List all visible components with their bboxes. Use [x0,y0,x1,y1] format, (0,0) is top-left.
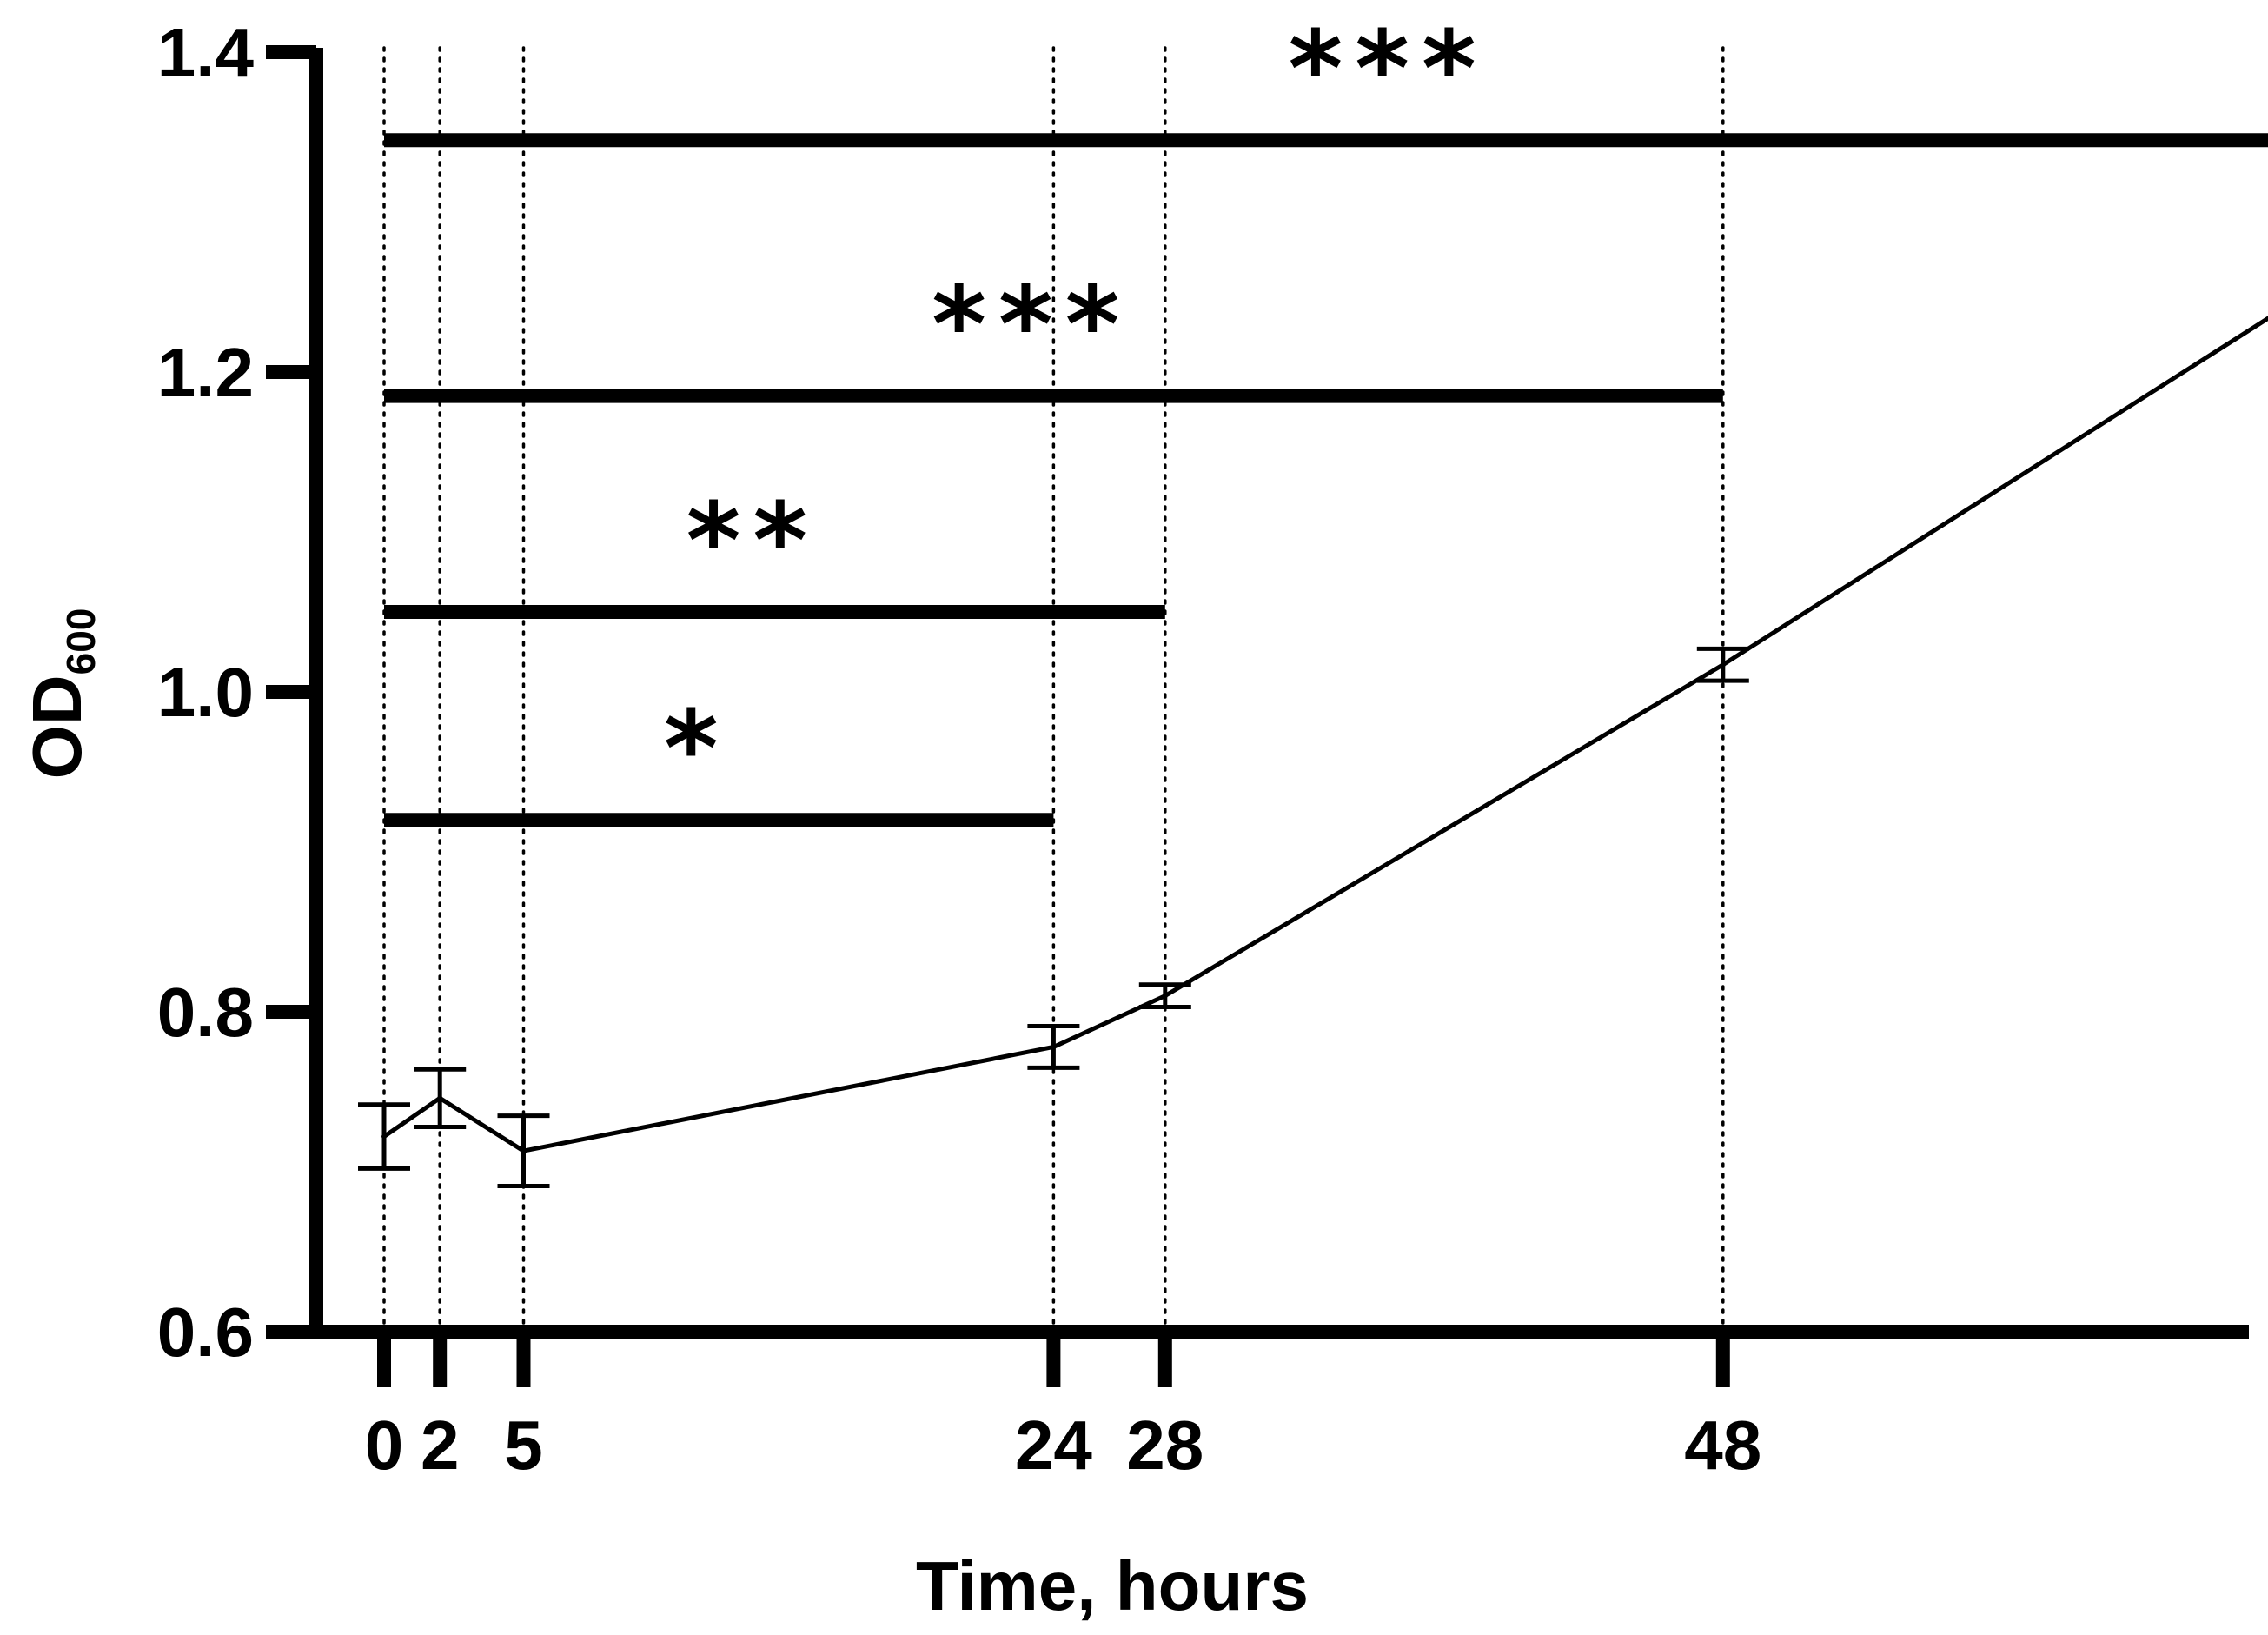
y-tick-label: 1.4 [157,14,255,91]
significance-star: *** [932,266,1131,387]
data-point [521,1148,527,1154]
significance-star: *** [1288,10,1488,130]
x-tick-label: 48 [1684,1406,1761,1484]
data-point [1720,661,1726,668]
significance-bars: ********* [384,10,2268,827]
significance-star: ** [686,482,820,602]
data-series [358,316,2268,1189]
data-point [437,1095,443,1101]
x-tick-label: 5 [504,1406,543,1484]
y-tick-label: 0.8 [157,974,254,1051]
data-point [1162,993,1168,999]
x-tick-label: 0 [365,1406,404,1484]
axis-ticks: 0.60.81.01.21.402524284872 [157,14,1762,1484]
x-axis-title: Time, hours [916,1547,1309,1625]
axes [309,48,2249,1339]
data-point [1051,1044,1057,1050]
x-tick-label: 28 [1126,1406,1204,1484]
y-tick-label: 1.2 [157,334,254,411]
y-axis-title-subscript: 600 [58,608,103,675]
significance-star: * [664,689,731,810]
y-tick-label: 0.6 [157,1293,254,1371]
x-tick-label: 24 [1015,1406,1092,1484]
y-axis-title: OD600 [18,608,103,780]
y-tick-label: 1.0 [157,654,254,731]
x-tick-label: 2 [421,1406,460,1484]
data-point [381,1133,387,1140]
y-axis-title-main: OD [18,675,96,779]
